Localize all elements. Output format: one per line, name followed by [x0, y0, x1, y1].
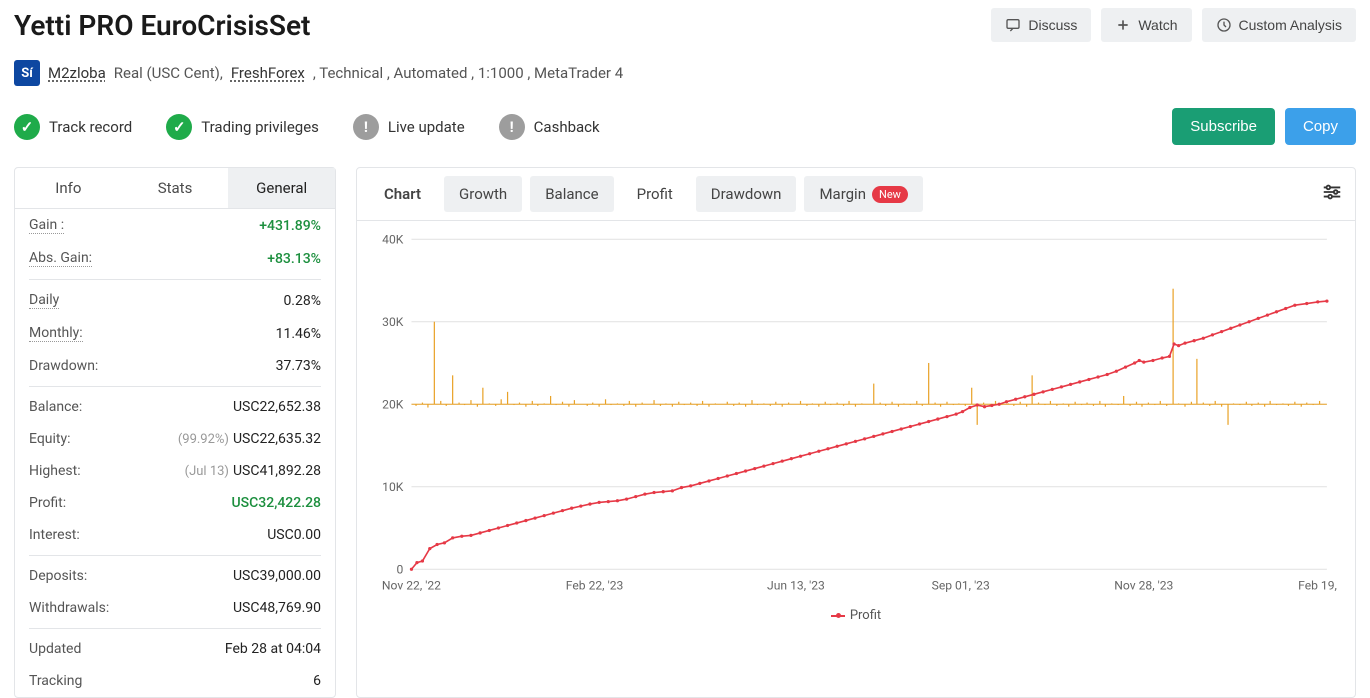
chart-tab-drawdown[interactable]: Drawdown	[696, 176, 797, 212]
custom-analysis-button[interactable]: Custom Analysis	[1202, 8, 1356, 42]
interest-value: USC0.00	[267, 527, 321, 543]
svg-text:30K: 30K	[382, 315, 404, 329]
plus-icon	[1115, 17, 1131, 33]
check-icon: ✓	[166, 114, 192, 140]
track-record-status: ✓Track record	[14, 114, 132, 140]
highest-label: Highest:	[29, 463, 81, 479]
subscribe-button[interactable]: Subscribe	[1172, 108, 1275, 145]
interest-label: Interest:	[29, 527, 80, 543]
trading-privileges-status: ✓Trading privileges	[166, 114, 319, 140]
daily-label: Daily	[29, 292, 59, 309]
updated-label: Updated	[29, 641, 81, 657]
chart-tab-chart: Chart	[369, 176, 436, 212]
svg-text:40K: 40K	[382, 232, 404, 246]
svg-text:10K: 10K	[382, 480, 404, 494]
chart-panel: Chart Growth Balance Profit Drawdown Mar…	[356, 167, 1356, 698]
status-badges: ✓Track record ✓Trading privileges !Live …	[14, 114, 600, 140]
drawdown-value: 37.73%	[276, 358, 321, 374]
tab-general[interactable]: General	[228, 168, 335, 208]
copy-button[interactable]: Copy	[1285, 108, 1356, 145]
user-link[interactable]: M2zloba	[48, 64, 106, 82]
abs-gain-value: +83.13%	[267, 251, 321, 267]
tracking-value: 6	[313, 673, 321, 689]
cashback-status: !Cashback	[499, 114, 600, 140]
stats-sidebar: Info Stats General Gain : +431.89% Abs. G…	[14, 167, 336, 698]
discuss-button[interactable]: Discuss	[991, 8, 1091, 42]
profit-label: Profit:	[29, 495, 66, 511]
sliders-icon	[1321, 181, 1343, 203]
svg-text:Jun 13, '23: Jun 13, '23	[767, 579, 825, 593]
equity-note: (99.92%)	[178, 432, 229, 447]
chat-icon	[1005, 17, 1021, 33]
monthly-label: Monthly:	[29, 325, 83, 342]
profit-chart: 0 10K 20K 30K 40K Nov 22, '22 Feb 22, '23 Jun 1…	[367, 231, 1337, 600]
account-meta: Sí M2zloba Real (USC Cent), FreshForex ,…	[14, 60, 1356, 86]
account-tail: , Technical , Automated , 1:1000 , MetaT…	[313, 64, 623, 82]
daily-value: 0.28%	[283, 293, 321, 309]
abs-gain-label: Abs. Gain:	[29, 250, 92, 267]
chart-legend: Profit	[357, 606, 1355, 633]
chart-tab-growth[interactable]: Growth	[444, 176, 522, 212]
chart-tab-margin[interactable]: MarginNew	[804, 176, 923, 212]
highest-note: (Jul 13)	[185, 464, 229, 479]
deposits-value: USC39,000.00	[233, 568, 321, 584]
deposits-label: Deposits:	[29, 568, 87, 584]
updated-value: Feb 28 at 04:04	[225, 641, 321, 657]
svg-text:Nov 28, '23: Nov 28, '23	[1114, 579, 1173, 593]
page-title: Yetti PRO EuroCrisisSet	[14, 9, 310, 42]
tab-stats[interactable]: Stats	[122, 168, 229, 208]
balance-value: USC22,652.38	[233, 399, 321, 415]
chart-tab-balance[interactable]: Balance	[530, 176, 613, 212]
gain-label: Gain :	[29, 217, 64, 234]
highest-value: USC41,892.28	[233, 463, 321, 479]
live-update-status: !Live update	[353, 114, 465, 140]
svg-text:0: 0	[397, 562, 404, 576]
tracking-label: Tracking	[29, 673, 82, 689]
check-icon: ✓	[14, 114, 40, 140]
chart-tab-profit[interactable]: Profit	[622, 176, 688, 212]
header-actions: Discuss Watch Custom Analysis	[991, 8, 1356, 42]
broker-link[interactable]: FreshForex	[231, 64, 305, 82]
svg-text:Feb 22, '23: Feb 22, '23	[566, 579, 624, 593]
svg-text:20K: 20K	[382, 397, 404, 411]
equity-label: Equity:	[29, 431, 71, 447]
warn-icon: !	[353, 114, 379, 140]
new-badge: New	[872, 186, 908, 203]
account-type: Real (USC Cent),	[114, 64, 223, 82]
brand-badge: Sí	[14, 60, 40, 86]
chart-settings-button[interactable]	[1321, 181, 1343, 207]
drawdown-label: Drawdown:	[29, 358, 98, 374]
withdrawals-label: Withdrawals:	[29, 600, 109, 616]
svg-text:Sep 01, '23: Sep 01, '23	[932, 579, 990, 593]
gain-value: +431.89%	[259, 218, 321, 234]
equity-value: USC22,635.32	[233, 431, 321, 447]
balance-label: Balance:	[29, 399, 82, 415]
clock-icon	[1216, 17, 1232, 33]
tab-info[interactable]: Info	[15, 168, 122, 208]
svg-text:Feb 19, '24: Feb 19, '24	[1298, 579, 1337, 593]
withdrawals-value: USC48,769.90	[233, 600, 321, 616]
warn-icon: !	[499, 114, 525, 140]
profit-value: USC32,422.28	[232, 495, 322, 511]
monthly-value: 11.46%	[276, 326, 321, 342]
watch-button[interactable]: Watch	[1101, 8, 1191, 42]
svg-text:Nov 22, '22: Nov 22, '22	[382, 579, 441, 593]
